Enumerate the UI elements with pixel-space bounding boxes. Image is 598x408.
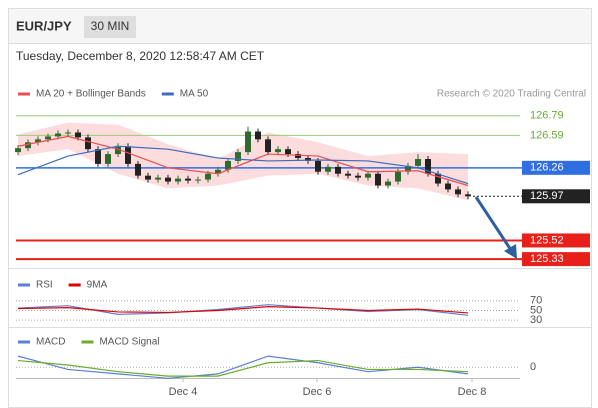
candle-body (295, 154, 301, 159)
candle-body (285, 149, 291, 155)
interval-button[interactable] (84, 16, 136, 38)
candle-body (435, 173, 441, 184)
candle-body (375, 173, 381, 186)
candle-body (55, 133, 61, 137)
candle-body (25, 142, 31, 149)
x-tick-label: Dec 8 (458, 386, 487, 398)
candle-body (455, 189, 461, 195)
candle-body (185, 178, 191, 181)
candle-body (325, 166, 331, 172)
series-line (17, 306, 469, 314)
candle-body (255, 131, 261, 140)
candle-body (345, 173, 351, 176)
credit: Research © 2020 Trading Central (437, 89, 586, 100)
forecast-arrow (474, 196, 513, 251)
candle-body (275, 149, 281, 153)
candle-body (35, 139, 41, 143)
candle-body (335, 166, 341, 174)
candle-body (365, 173, 371, 178)
candle-body (15, 148, 21, 153)
candle-body (235, 152, 241, 161)
candle-body (105, 154, 111, 164)
series-line (17, 135, 469, 187)
candle-body (195, 179, 201, 181)
candle-body (265, 139, 271, 153)
price-label-box (522, 160, 590, 175)
forecast-arrow-head (504, 244, 517, 259)
candle-body (385, 181, 391, 186)
y-tick-label: 30 (530, 314, 542, 326)
legend-label: 9MA (87, 280, 108, 291)
candle-body (85, 137, 91, 150)
legend-label: MA 20 + Bollinger Bands (36, 89, 146, 100)
candle-body (95, 149, 101, 164)
candle-body (165, 177, 171, 182)
candle-body (135, 163, 141, 176)
candle-body (215, 169, 221, 174)
candle-body (145, 175, 151, 180)
timestamp: Tuesday, December 8, 2020 12:58:47 AM CE… (16, 49, 265, 63)
candle-body (245, 131, 251, 153)
candle-body (355, 175, 361, 178)
price-label-box (522, 189, 590, 204)
candle-body (305, 158, 311, 161)
legend-label: RSI (36, 280, 53, 291)
y-tick-label: 50 (530, 304, 542, 316)
interval[interactable]: 30 MIN (91, 19, 130, 33)
candle-body (125, 146, 131, 164)
candle-body (75, 132, 81, 138)
candle-body (315, 160, 321, 172)
price-label: 125.33 (530, 253, 564, 265)
bollinger-band (18, 122, 468, 201)
legend-label: MA 50 (180, 89, 209, 100)
panel-border (8, 8, 592, 408)
candle-body (175, 178, 181, 182)
candle-body (225, 160, 231, 170)
x-tick-label: Dec 6 (303, 386, 332, 398)
price-label: 125.97 (530, 190, 564, 202)
candle-body (465, 194, 471, 197)
candle-body (115, 146, 121, 155)
price-label-box (522, 252, 590, 267)
x-tick-label: Dec 4 (169, 386, 198, 398)
price-label: 126.59 (530, 129, 564, 141)
price-label-box (522, 233, 590, 248)
y-tick-label: 70 (530, 295, 542, 307)
legend-label: MACD Signal (99, 337, 159, 348)
legend-label: MACD (36, 337, 65, 348)
series-line (17, 359, 469, 377)
price-label: 125.52 (530, 234, 564, 246)
candle-body (415, 158, 421, 166)
symbol: EUR/JPY (16, 18, 72, 33)
y-tick-label: 0 (530, 361, 536, 373)
candle-body (65, 132, 71, 134)
price-label: 126.79 (530, 110, 564, 122)
candle-body (155, 177, 161, 180)
price-label: 126.26 (530, 162, 564, 174)
candle-body (445, 183, 451, 190)
charts: 126.79 126.59 126.26 125.97 125.52 125.33 MA 2… (15, 89, 590, 398)
candle-body (425, 158, 431, 174)
candle-body (205, 173, 211, 180)
candle-body (405, 165, 411, 172)
candle-body (395, 171, 401, 182)
series-line (17, 145, 469, 185)
candle-body (45, 136, 51, 140)
